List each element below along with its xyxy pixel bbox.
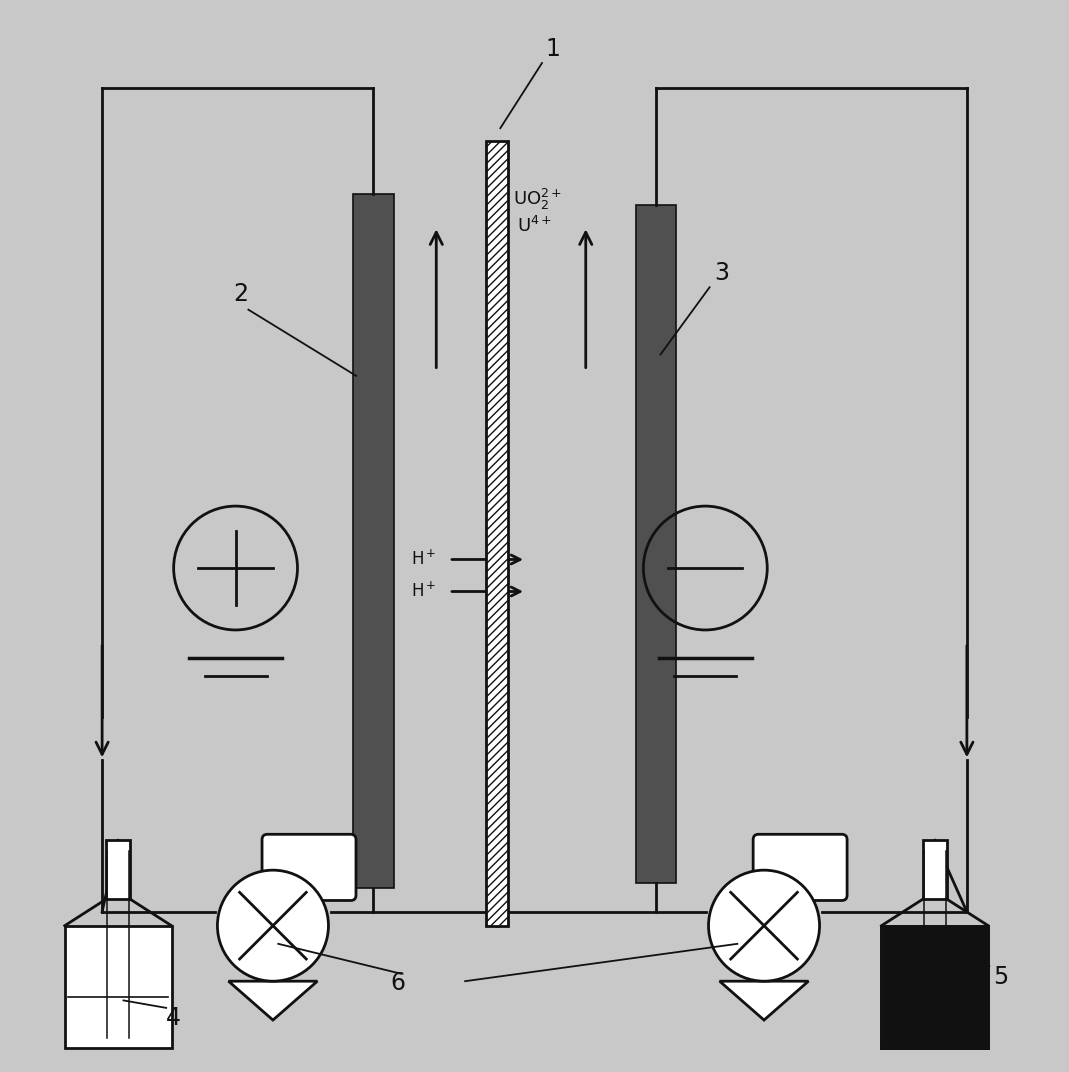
Polygon shape xyxy=(719,981,808,1021)
Bar xyxy=(486,142,508,926)
Polygon shape xyxy=(229,981,317,1021)
Bar xyxy=(107,840,129,899)
Bar xyxy=(353,194,393,889)
Text: 6: 6 xyxy=(390,971,405,995)
Bar xyxy=(883,927,987,1047)
Text: H$^+$: H$^+$ xyxy=(410,582,436,601)
Bar xyxy=(882,926,988,1048)
Bar xyxy=(882,926,988,1048)
Text: U$^{4+}$: U$^{4+}$ xyxy=(517,217,553,237)
Text: 4: 4 xyxy=(166,1006,181,1030)
Text: 2: 2 xyxy=(233,282,248,307)
Text: 3: 3 xyxy=(714,260,729,285)
FancyBboxPatch shape xyxy=(262,834,356,900)
Text: UO$_2^{2+}$: UO$_2^{2+}$ xyxy=(513,188,562,212)
Text: 5: 5 xyxy=(993,966,1009,989)
Bar xyxy=(636,205,677,883)
Text: 1: 1 xyxy=(545,36,560,61)
FancyBboxPatch shape xyxy=(754,834,847,900)
Bar xyxy=(924,840,946,899)
Text: H$^+$: H$^+$ xyxy=(410,550,436,569)
Bar xyxy=(65,926,171,1048)
Circle shape xyxy=(709,870,820,981)
Circle shape xyxy=(217,870,328,981)
